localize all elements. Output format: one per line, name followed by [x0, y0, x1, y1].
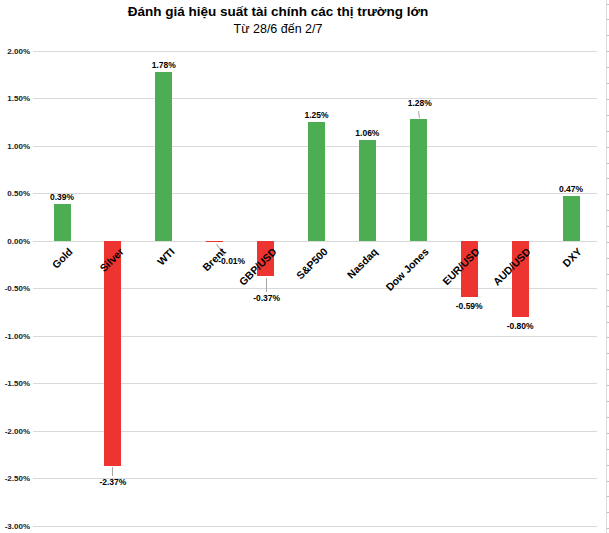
- y-axis-label-1-50: -1.50%: [0, 379, 30, 388]
- y-axis-label-2-00: 2.00%: [0, 47, 30, 56]
- data-label-aud-usd: -0.80%: [490, 322, 550, 331]
- data-label-gold: 0.39%: [32, 193, 92, 202]
- data-label-silver: -2.37%: [83, 478, 143, 487]
- bar-wti: [155, 72, 172, 241]
- bar-dxy: [563, 196, 580, 241]
- leader-line: [266, 278, 267, 292]
- plot-area: 2.00%1.50%1.00%0.50%0.00%-0.50%-1.00%-1.…: [0, 0, 609, 533]
- chart-title: Đánh giá hiệu suất tài chính các thị trư…: [0, 4, 556, 19]
- y-axis-label-0-50: 0.50%: [0, 189, 30, 198]
- gridline-2-00: [33, 51, 597, 52]
- bar-dow-jones: [410, 119, 427, 241]
- bar-silver: [104, 241, 121, 466]
- gridline-1-50: [33, 98, 597, 99]
- y-axis-label-2-00: -2.00%: [0, 427, 30, 436]
- data-label-gbp-usd: -0.37%: [237, 294, 297, 303]
- y-axis-label-2-50: -2.50%: [0, 474, 30, 483]
- data-label-dxy: 0.47%: [541, 185, 601, 194]
- right-axis-line: [606, 0, 607, 533]
- y-axis-label-1-50: 1.50%: [0, 94, 30, 103]
- data-label-dow-jones: 1.28%: [390, 99, 450, 108]
- y-axis-label-3-00: -3.00%: [0, 522, 30, 531]
- bar-s-p500: [308, 122, 325, 241]
- data-label-nasdaq: 1.06%: [337, 129, 397, 138]
- bar-brent: [206, 241, 223, 242]
- gridline-3-00: [33, 526, 597, 527]
- bar-gold: [54, 204, 71, 241]
- y-axis-label-1-00: -1.00%: [0, 332, 30, 341]
- y-axis-label-0-00: 0.00%: [0, 237, 30, 246]
- leader-line: [418, 111, 420, 118]
- market-performance-chart: 2.00%1.50%1.00%0.50%0.00%-0.50%-1.00%-1.…: [0, 0, 609, 533]
- leader-line: [112, 467, 113, 476]
- chart-subtitle: Từ 28/6 đến 2/7: [0, 22, 556, 36]
- data-label-eur-usd: -0.59%: [439, 302, 499, 311]
- data-label-wti: 1.78%: [134, 61, 194, 70]
- data-label-s-p500: 1.25%: [287, 111, 347, 120]
- y-axis-label-1-00: 1.00%: [0, 142, 30, 151]
- data-label-brent: -0.01%: [202, 257, 262, 266]
- bar-nasdaq: [359, 140, 376, 241]
